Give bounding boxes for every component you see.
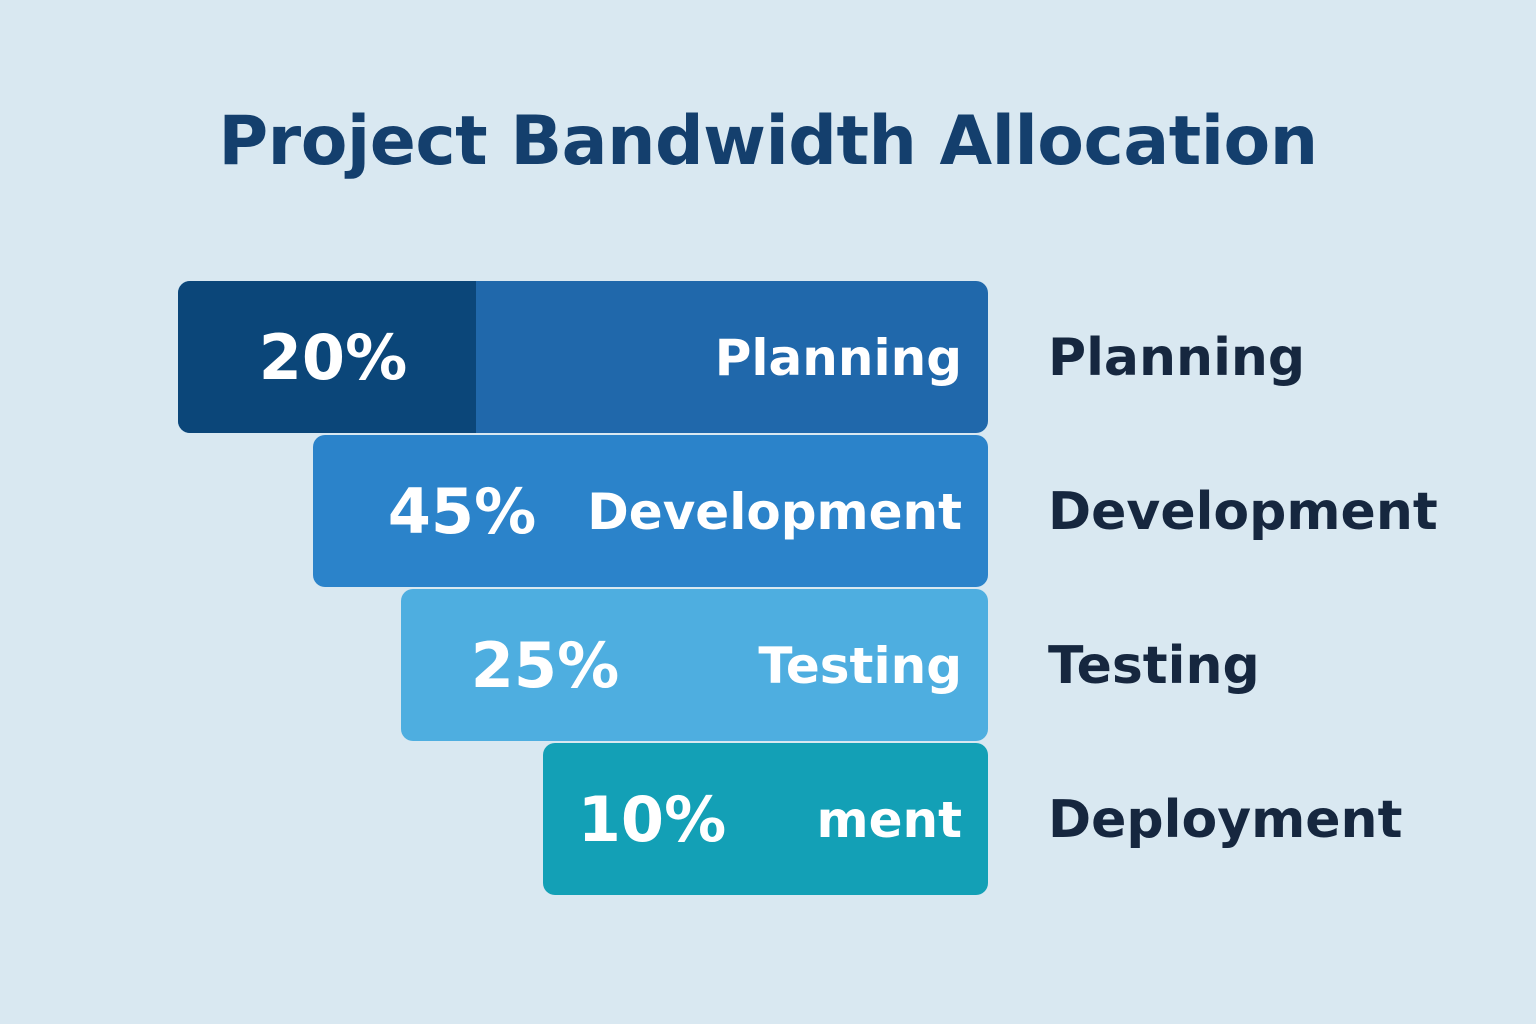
bar-label-development: Development <box>587 483 962 541</box>
bar-deployment <box>543 743 988 895</box>
legend-label-planning: Planning <box>1048 328 1305 388</box>
chart-title: Project Bandwidth Allocation <box>218 102 1318 181</box>
bar-planning-accent <box>178 281 476 433</box>
bar-planning-accent-edge <box>458 281 476 433</box>
legend-label-deployment: Deployment <box>1048 790 1402 850</box>
bar-value-deployment: 10% <box>578 783 726 856</box>
bar-value-development: 45% <box>388 475 536 548</box>
bar-value-testing: 25% <box>471 629 619 702</box>
bar-label-planning: Planning <box>715 329 962 387</box>
bar-label-deployment: ment <box>816 791 962 849</box>
legend-label-development: Development <box>1048 482 1438 542</box>
bar-label-testing: Testing <box>758 637 962 695</box>
bar-development <box>313 435 988 587</box>
bar-value-planning: 20% <box>259 321 407 394</box>
bar-testing <box>401 589 988 741</box>
legend-label-testing: Testing <box>1048 636 1260 696</box>
